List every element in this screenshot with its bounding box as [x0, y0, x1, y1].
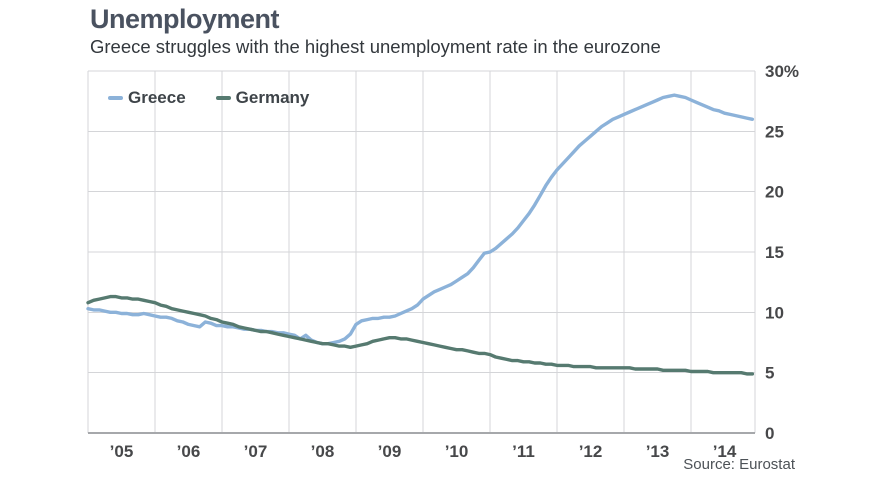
page-title: Unemployment: [90, 4, 280, 34]
legend-item-germany: Germany: [215, 88, 310, 108]
x-tick-label: ’14: [713, 442, 737, 461]
x-tick-label: ’11: [512, 442, 535, 461]
germany-line: [86, 294, 755, 376]
germany-line-swatch-icon: [215, 96, 231, 100]
legend-label-greece: Greece: [128, 88, 186, 107]
y-tick-label: 0: [765, 424, 774, 443]
page-subtitle: Greece struggles with the highest unempl…: [90, 36, 661, 57]
x-tick-label: ’06: [177, 442, 201, 461]
x-tick-label: ’13: [646, 442, 670, 461]
greece-line: [86, 93, 755, 346]
x-tick-label: ’12: [579, 442, 603, 461]
y-tick-label: 25: [765, 122, 784, 141]
source-note: Source: Eurostat: [683, 456, 795, 473]
legend-item-greece: Greece: [108, 88, 186, 108]
chart-legend: Greece Germany: [108, 88, 309, 108]
y-tick-label: 10: [765, 303, 784, 322]
greece-line-swatch-icon: [108, 96, 123, 100]
y-tick-label: 5: [765, 364, 774, 383]
y-tick-label: 15: [765, 243, 784, 262]
x-tick-label: ’05: [110, 442, 134, 461]
x-tick-label: ’10: [445, 442, 469, 461]
x-tick-label: ’07: [244, 442, 268, 461]
x-tick-label: ’08: [311, 442, 335, 461]
y-tick-label: 30%: [765, 62, 799, 81]
y-tick-label: 20: [765, 183, 784, 202]
x-tick-label: ’09: [378, 442, 402, 461]
legend-label-germany: Germany: [235, 88, 310, 107]
